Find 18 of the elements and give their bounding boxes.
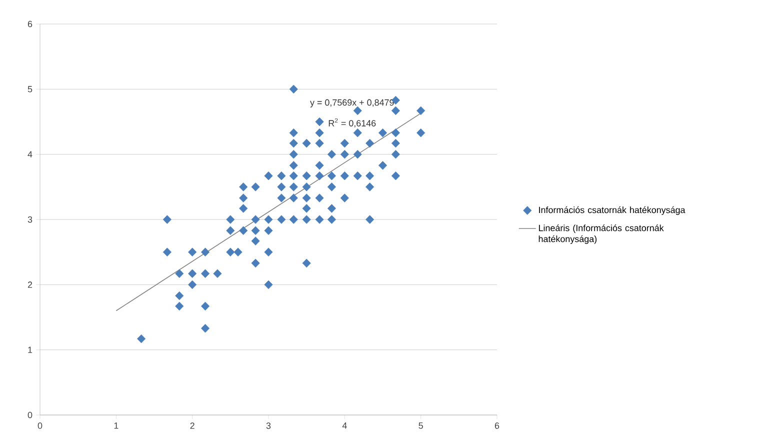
y-tick-label: 1 xyxy=(28,346,32,353)
x-tick-label: 0 xyxy=(38,422,42,429)
y-tick-label: 3 xyxy=(28,216,32,223)
y-tick-label: 0 xyxy=(28,412,32,418)
y-tick-label: 5 xyxy=(28,86,32,92)
x-tick-label: 6 xyxy=(494,422,500,429)
y-tick-label: 4 xyxy=(28,151,32,158)
y-tick-label: 6 xyxy=(28,20,32,28)
legend-label: Lineáris (Információs csatornák hatékonysága) xyxy=(538,224,664,244)
annotation: y = 0,7569x + 0,8479 xyxy=(310,99,394,108)
x-tick-label: 2 xyxy=(190,422,194,429)
x-tick-label: 5 xyxy=(418,422,423,429)
y-tick-label: 2 xyxy=(28,282,32,288)
legend-label: Információs csatornák hatékonysága xyxy=(539,206,686,215)
x-tick-label: 4 xyxy=(342,422,347,429)
x-tick-label: 3 xyxy=(266,422,271,429)
annotation: R$^{2}$ = 0,6146 xyxy=(328,118,376,128)
x-tick-label: 1 xyxy=(114,422,118,429)
